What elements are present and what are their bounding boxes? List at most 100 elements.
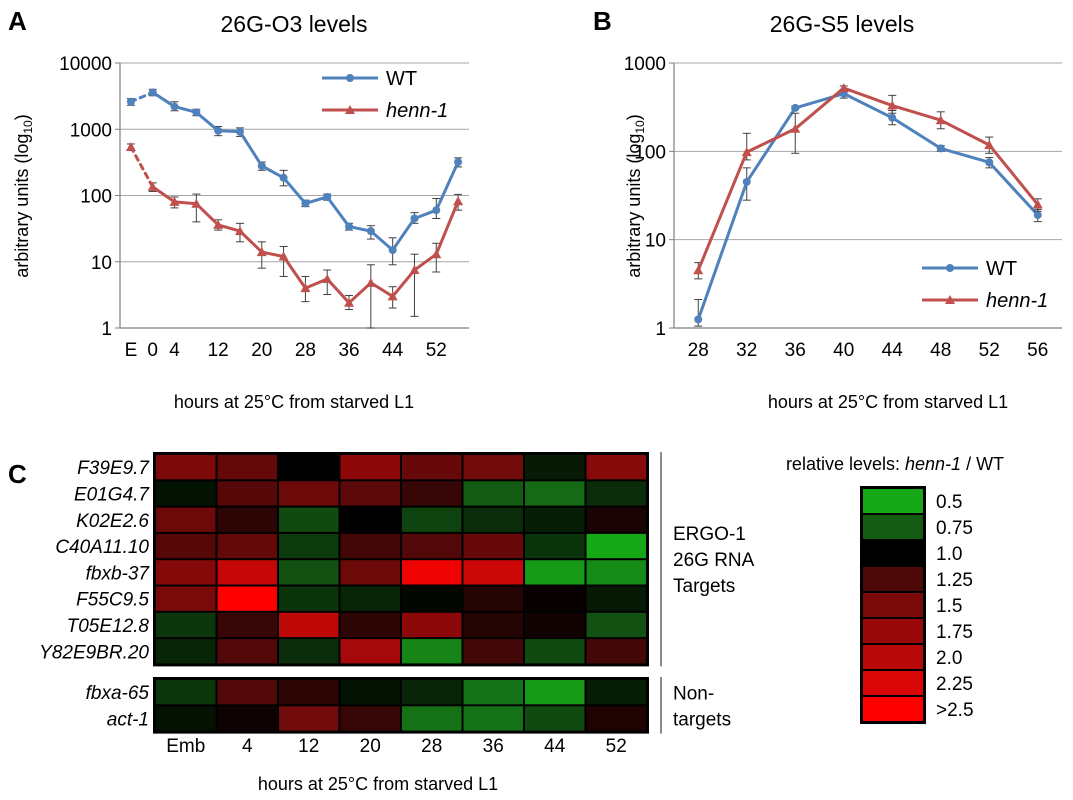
color-legend-swatch — [863, 567, 923, 591]
data-point-wt — [323, 192, 332, 201]
group-label: targets — [673, 709, 731, 730]
group-label: 26G RNA — [673, 550, 755, 571]
y-tick-label: 1 — [655, 319, 666, 340]
data-point-wt — [214, 126, 223, 135]
heatmap-column-label: 4 — [242, 736, 253, 757]
heatmap-cell — [463, 533, 523, 559]
heatmap-cell — [279, 533, 339, 559]
heatmap-cell — [402, 481, 462, 506]
data-point-wt — [388, 246, 397, 255]
color-legend-swatch — [863, 541, 923, 565]
panel-b: B 26G-S5 levels arbitrary units (log10) … — [593, 6, 1062, 412]
group-label: Targets — [673, 576, 735, 597]
heatmap-row-label: fbxb-37 — [86, 563, 151, 584]
heatmap-cell — [156, 612, 216, 638]
y-tick-label: 10 — [645, 231, 666, 252]
x-tick-label: 28 — [295, 340, 316, 361]
data-point-wt — [126, 97, 135, 106]
heatmap-cell — [340, 706, 400, 731]
color-legend-swatch — [863, 593, 923, 617]
data-point-henn-1 — [125, 141, 136, 151]
series-line-wt — [238, 130, 264, 168]
data-point-wt — [192, 108, 201, 117]
heatmap-column-labels: Emb 4 12 20 28 36 44 52 — [166, 736, 627, 757]
series-line-wt — [987, 160, 1040, 217]
x-tick-label: 32 — [736, 340, 757, 361]
heatmap-cell — [340, 680, 400, 705]
data-point-henn-1 — [984, 139, 995, 149]
series-line-wt — [939, 146, 991, 164]
color-legend-label: 1.75 — [936, 622, 973, 643]
color-legend-label: >2.5 — [936, 700, 974, 721]
heatmap-cell — [279, 455, 339, 480]
x-tick-label: 56 — [1027, 340, 1048, 361]
heatmap-cell — [217, 612, 277, 638]
data-point-wt — [1033, 211, 1042, 220]
legend-marker — [345, 105, 355, 114]
data-point-henn-1 — [278, 251, 289, 261]
heatmap-cell — [279, 680, 339, 705]
x-tick-label: 44 — [882, 340, 904, 361]
panel-letter-a: A — [8, 6, 27, 36]
heatmap-xlabel: hours at 25°C from starved L1 — [258, 774, 498, 794]
heatmap-cell — [156, 560, 216, 585]
heatmap-cell — [279, 612, 339, 638]
chart-b-gridlines — [674, 62, 1062, 241]
heatmap-cell — [279, 639, 339, 664]
chart-a-xlabel: hours at 25°C from starved L1 — [174, 392, 414, 412]
data-point-henn-1 — [838, 83, 849, 93]
group-label: ERGO-1 — [673, 524, 746, 545]
series-line-henn-1 — [987, 143, 1040, 207]
data-point-henn-1 — [887, 100, 898, 110]
heatmap-row-label: E01G4.7 — [74, 484, 150, 505]
heatmap-cell — [340, 507, 400, 532]
data-point-henn-1 — [322, 273, 333, 283]
heatmap-cell — [525, 481, 585, 506]
panel-letter-b: B — [593, 6, 612, 36]
color-legend-label: 0.75 — [936, 518, 973, 539]
x-tick-label: 44 — [382, 340, 404, 361]
series-line-henn-1 — [939, 118, 991, 147]
series-line-wt — [745, 106, 797, 184]
heatmap-cell — [217, 533, 277, 559]
y-tick-label: 10 — [91, 253, 112, 274]
heatmap-cell — [279, 507, 339, 532]
data-point-wt — [888, 113, 897, 122]
heatmap-row-label: K02E2.6 — [76, 511, 149, 532]
heatmap-cell — [402, 612, 462, 638]
heatmap-cell — [463, 507, 523, 532]
heatmap-cell — [463, 680, 523, 705]
heatmap-cell — [217, 507, 277, 532]
heatmap-cell — [586, 612, 646, 638]
heatmap-cell — [402, 533, 462, 559]
legend-marker — [945, 295, 955, 304]
legend-label: WT — [386, 68, 417, 90]
heatmap-column-label: 20 — [360, 736, 381, 757]
x-tick-label: 0 — [147, 340, 158, 361]
heatmap-cell — [340, 455, 400, 480]
legend-label: henn-1 — [986, 290, 1048, 312]
group-label: Non- — [673, 683, 714, 704]
series-line-henn-1 — [793, 86, 846, 131]
heatmap-cell — [217, 455, 277, 480]
series-line-henn-1 — [173, 200, 198, 206]
heatmap-column-label: 44 — [544, 736, 566, 757]
heatmap-row-label: F55C9.5 — [76, 590, 149, 611]
series-line-wt — [325, 195, 351, 229]
x-tick-label: E — [125, 340, 138, 361]
heatmap-cell — [156, 586, 216, 611]
chart-a-axes — [115, 62, 469, 329]
heatmap-row-label: T05E12.8 — [67, 616, 150, 637]
chart-a-legend: WT henn-1 — [322, 68, 448, 122]
series-line-henn-1 — [260, 250, 286, 259]
chart-b-xlabel: hours at 25°C from starved L1 — [768, 392, 1008, 412]
x-tick-label: 40 — [833, 340, 854, 361]
chart-a-x-tick-labels: E 0 4 12 20 28 36 44 52 — [125, 340, 447, 361]
data-point-wt — [454, 158, 463, 167]
x-tick-label: 4 — [169, 340, 180, 361]
heatmap-cell — [279, 706, 339, 731]
heatmap-cell — [217, 706, 277, 731]
data-point-henn-1 — [409, 265, 420, 275]
heatmap-cell — [525, 533, 585, 559]
heatmap-cell — [340, 612, 400, 638]
